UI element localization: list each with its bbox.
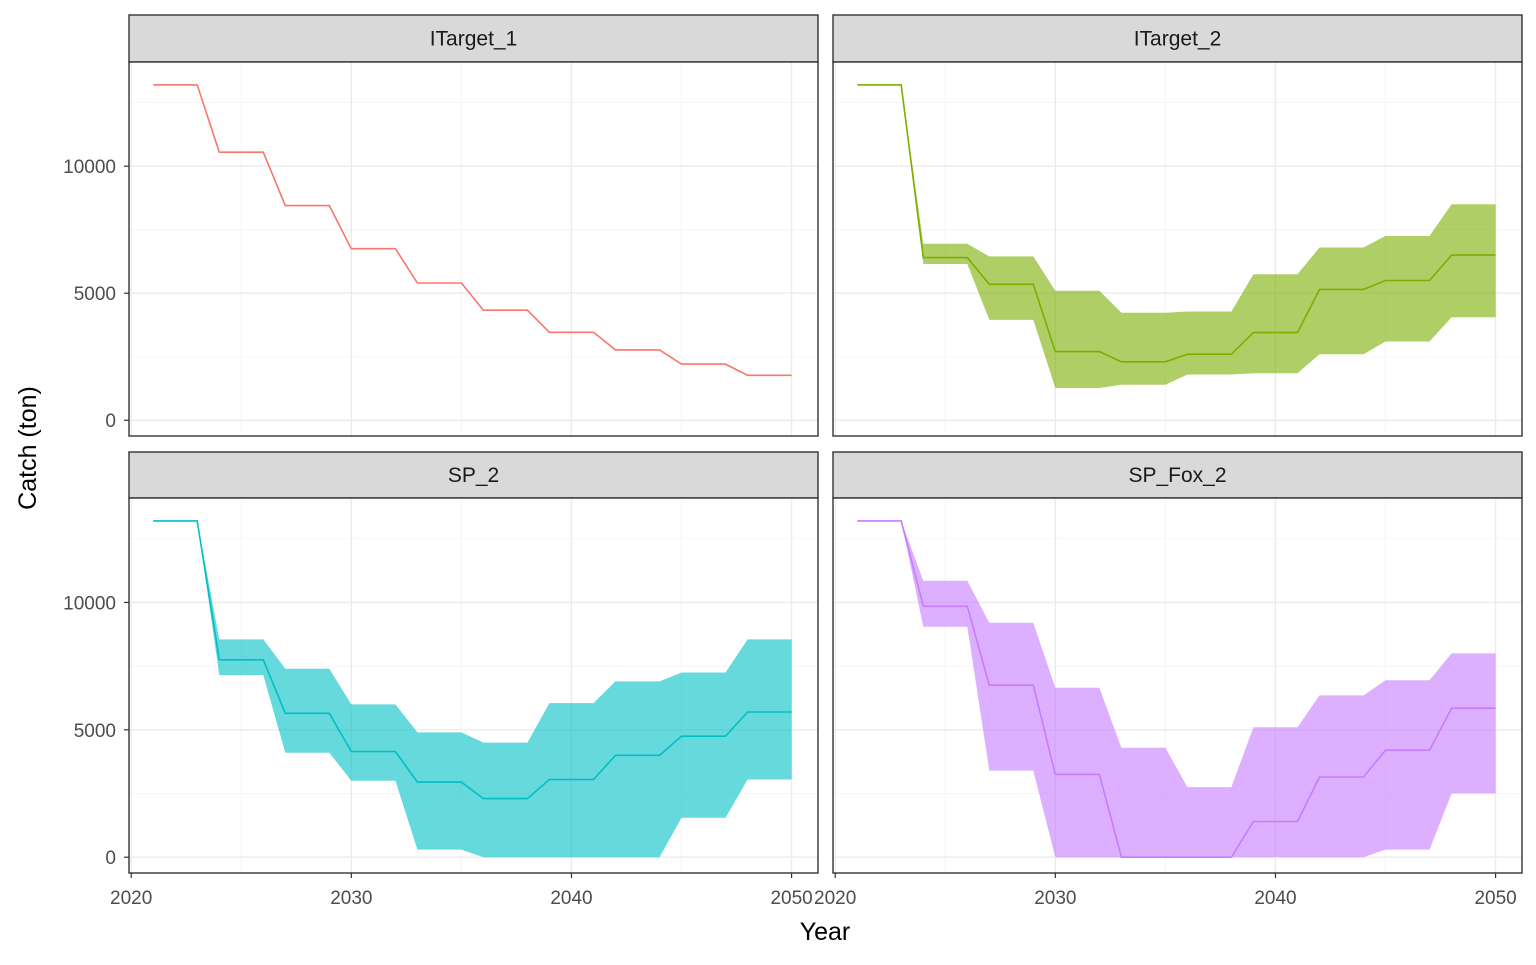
x-tick-label: 2020 — [110, 888, 152, 909]
series-line — [153, 520, 792, 800]
x-tick-label: 2050 — [1474, 888, 1516, 909]
facet-strip — [128, 14, 819, 63]
panels-layer: ITarget_1 ITarget_2 SP_2 SP_Fox_2 — [128, 14, 1523, 874]
facet-panel: ITarget_2 — [832, 14, 1523, 437]
panel-border — [128, 61, 819, 437]
plot-background — [129, 62, 818, 436]
y-axis-title: Catch (ton) — [14, 386, 42, 510]
y-tick-label: 5000 — [74, 721, 116, 742]
series-line — [857, 84, 1496, 363]
x-tick-label: 2040 — [550, 888, 592, 909]
series-ribbon — [153, 520, 792, 858]
facet-strip-label: SP_2 — [448, 464, 499, 487]
x-tick-label: 2020 — [814, 888, 856, 909]
facet-strip-label: ITarget_1 — [430, 28, 518, 51]
facet-panel: SP_2 — [128, 451, 819, 874]
facet-strip-label: SP_Fox_2 — [1128, 464, 1226, 487]
x-tick-label: 2030 — [330, 888, 372, 909]
y-tick-label: 10000 — [63, 593, 116, 614]
panel-border — [832, 497, 1523, 874]
x-tick-label: 2040 — [1254, 888, 1296, 909]
y-tick-label: 10000 — [63, 157, 116, 178]
facet-panel: SP_Fox_2 — [832, 451, 1523, 874]
x-axis-title: Year — [800, 918, 851, 946]
y-tick-label: 0 — [105, 411, 116, 432]
y-tick-label: 5000 — [74, 284, 116, 305]
series-line — [153, 84, 792, 377]
panel-border — [128, 497, 819, 874]
facet-strip-label: ITarget_2 — [1134, 28, 1222, 51]
series-line — [857, 520, 1496, 859]
facet-strip — [128, 451, 819, 499]
panel-border — [832, 61, 1523, 437]
series-ribbon — [857, 520, 1496, 858]
facet-panel: ITarget_1 — [128, 14, 819, 437]
y-tick-label: 0 — [105, 848, 116, 869]
x-tick-label: 2050 — [770, 888, 812, 909]
x-tick-label: 2030 — [1034, 888, 1076, 909]
facet-strip — [832, 14, 1523, 63]
series-ribbon — [857, 84, 1496, 389]
